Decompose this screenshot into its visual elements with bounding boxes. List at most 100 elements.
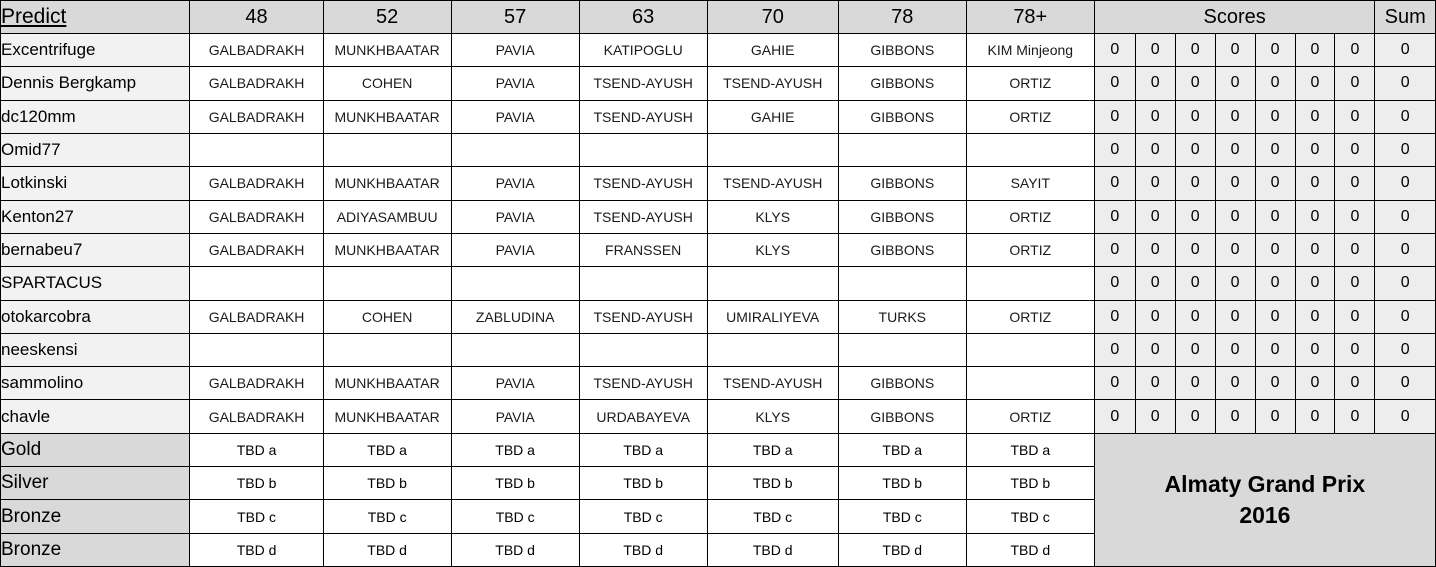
medal-result-cell[interactable]: TBD a [189,432,324,468]
prediction-cell[interactable]: TSEND-AYUSH [706,66,839,101]
prediction-cell[interactable] [322,332,452,368]
prediction-cell[interactable]: GALBADRAKH [189,166,324,201]
prediction-cell[interactable] [965,332,1095,368]
prediction-cell[interactable]: TSEND-AYUSH [578,366,708,401]
prediction-cell[interactable] [706,132,839,168]
medal-result-cell[interactable]: TBD c [706,499,839,534]
prediction-cell[interactable] [837,332,967,368]
prediction-cell[interactable]: URDABAYEVA [578,399,708,434]
prediction-cell[interactable]: PAVIA [450,66,580,101]
prediction-cell[interactable]: ORTIZ [965,399,1095,434]
prediction-cell[interactable]: MUNKHBAATAR [322,232,452,268]
prediction-cell[interactable]: COHEN [322,66,452,101]
prediction-cell[interactable]: TSEND-AYUSH [578,299,708,334]
prediction-cell[interactable]: MUNKHBAATAR [322,399,452,434]
prediction-cell[interactable]: FRANSSEN [578,232,708,268]
prediction-cell[interactable]: GALBADRAKH [189,199,324,234]
prediction-cell[interactable]: PAVIA [450,399,580,434]
medal-result-cell[interactable]: TBD d [189,532,324,567]
prediction-cell[interactable]: GIBBONS [837,232,967,268]
prediction-cell[interactable] [322,266,452,301]
medal-result-cell[interactable]: TBD c [450,499,580,534]
medal-result-cell[interactable]: TBD d [578,532,708,567]
prediction-cell[interactable]: GIBBONS [837,199,967,234]
prediction-cell[interactable]: GALBADRAKH [189,232,324,268]
prediction-cell[interactable]: PAVIA [450,32,580,68]
prediction-cell[interactable]: TSEND-AYUSH [578,166,708,201]
medal-result-cell[interactable]: TBD a [837,432,967,468]
prediction-cell[interactable]: GIBBONS [837,399,967,434]
medal-result-cell[interactable]: TBD a [322,432,452,468]
prediction-cell[interactable]: TSEND-AYUSH [706,166,839,201]
medal-result-cell[interactable]: TBD d [706,532,839,567]
medal-result-cell[interactable]: TBD d [450,532,580,567]
medal-result-cell[interactable]: TBD a [706,432,839,468]
prediction-cell[interactable]: COHEN [322,299,452,334]
prediction-cell[interactable]: SAYIT [965,166,1095,201]
medal-result-cell[interactable]: TBD d [837,532,967,567]
prediction-cell[interactable]: GIBBONS [837,99,967,134]
prediction-cell[interactable]: GALBADRAKH [189,66,324,101]
prediction-cell[interactable]: PAVIA [450,99,580,134]
medal-result-cell[interactable]: TBD c [965,499,1095,534]
medal-result-cell[interactable]: TBD c [837,499,967,534]
prediction-cell[interactable] [578,266,708,301]
prediction-cell[interactable]: PAVIA [450,199,580,234]
prediction-cell[interactable]: MUNKHBAATAR [322,166,452,201]
prediction-cell[interactable]: ZABLUDINA [450,299,580,334]
prediction-cell[interactable]: PAVIA [450,232,580,268]
medal-result-cell[interactable]: TBD b [965,466,1095,501]
prediction-cell[interactable]: TSEND-AYUSH [578,66,708,101]
medal-result-cell[interactable]: TBD b [189,466,324,501]
prediction-cell[interactable]: TSEND-AYUSH [706,366,839,401]
prediction-cell[interactable]: MUNKHBAATAR [322,99,452,134]
prediction-cell[interactable] [578,132,708,168]
prediction-cell[interactable]: KLYS [706,232,839,268]
prediction-cell[interactable]: TSEND-AYUSH [578,99,708,134]
medal-result-cell[interactable]: TBD a [450,432,580,468]
medal-result-cell[interactable]: TBD b [450,466,580,501]
prediction-cell[interactable]: GALBADRAKH [189,99,324,134]
prediction-cell[interactable]: GAHIE [706,99,839,134]
prediction-cell[interactable]: ORTIZ [965,299,1095,334]
prediction-cell[interactable] [706,332,839,368]
prediction-cell[interactable]: GAHIE [706,32,839,68]
prediction-cell[interactable]: GIBBONS [837,366,967,401]
prediction-cell[interactable] [189,132,324,168]
prediction-cell[interactable] [965,266,1095,301]
medal-result-cell[interactable]: TBD c [322,499,452,534]
prediction-cell[interactable] [189,266,324,301]
prediction-cell[interactable] [450,266,580,301]
prediction-cell[interactable] [965,366,1095,401]
prediction-cell[interactable]: TURKS [837,299,967,334]
prediction-cell[interactable] [837,266,967,301]
prediction-cell[interactable] [965,132,1095,168]
medal-result-cell[interactable]: TBD b [706,466,839,501]
prediction-cell[interactable]: KIM Minjeong [965,32,1095,68]
prediction-cell[interactable] [189,332,324,368]
medal-result-cell[interactable]: TBD a [578,432,708,468]
medal-result-cell[interactable]: TBD b [837,466,967,501]
prediction-cell[interactable] [578,332,708,368]
prediction-cell[interactable]: GALBADRAKH [189,366,324,401]
medal-result-cell[interactable]: TBD b [578,466,708,501]
prediction-cell[interactable] [837,132,967,168]
prediction-cell[interactable]: ORTIZ [965,199,1095,234]
prediction-cell[interactable]: ADIYASAMBUU [322,199,452,234]
prediction-cell[interactable] [450,332,580,368]
prediction-cell[interactable]: MUNKHBAATAR [322,366,452,401]
prediction-cell[interactable]: MUNKHBAATAR [322,32,452,68]
prediction-cell[interactable]: ORTIZ [965,99,1095,134]
prediction-cell[interactable] [322,132,452,168]
medal-result-cell[interactable]: TBD d [322,532,452,567]
prediction-cell[interactable]: KATIPOGLU [578,32,708,68]
prediction-cell[interactable]: UMIRALIYEVA [706,299,839,334]
prediction-cell[interactable] [450,132,580,168]
prediction-cell[interactable]: ORTIZ [965,66,1095,101]
medal-result-cell[interactable]: TBD d [965,532,1095,567]
prediction-cell[interactable]: GIBBONS [837,66,967,101]
prediction-cell[interactable]: GALBADRAKH [189,299,324,334]
medal-result-cell[interactable]: TBD a [965,432,1095,468]
prediction-cell[interactable]: GALBADRAKH [189,32,324,68]
prediction-cell[interactable]: TSEND-AYUSH [578,199,708,234]
